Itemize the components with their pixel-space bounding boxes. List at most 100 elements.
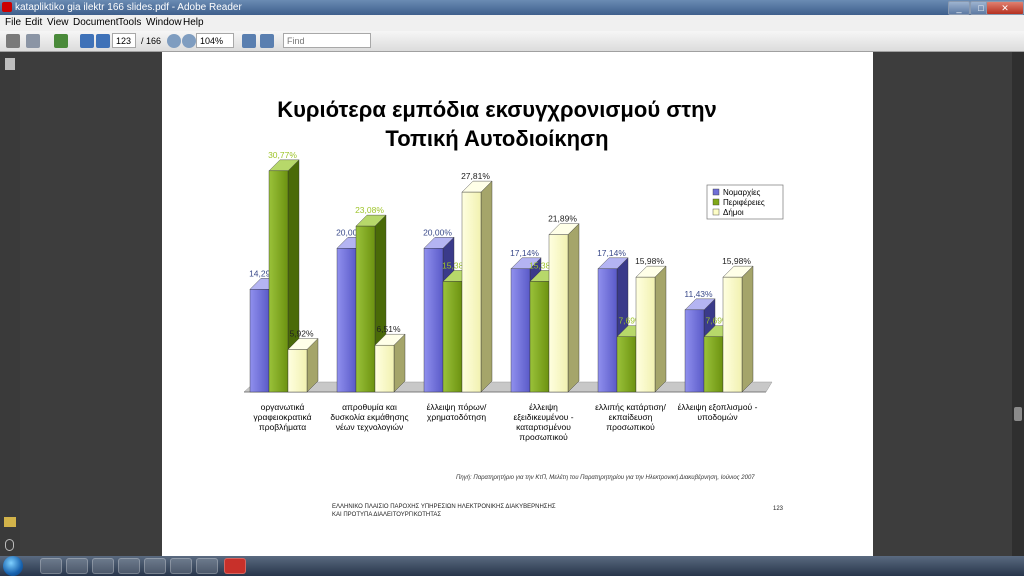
data-label-perifereies: 7,69%: [618, 316, 643, 326]
fit-page-icon[interactable]: [242, 34, 256, 48]
previous-page-icon[interactable]: [80, 34, 94, 48]
bar-perifereies: [616, 336, 637, 393]
bar-nomarchies: [249, 289, 270, 393]
data-label-dimoi: 27,81%: [461, 171, 490, 181]
data-label-perifereies: 15,38%: [529, 260, 558, 270]
legend-label-dimoi: Δήμοι: [723, 208, 744, 217]
bar-nomarchies: [684, 309, 705, 393]
bar-nomarchies: [336, 248, 357, 393]
category-label: γραφειοκρατικά: [253, 412, 311, 422]
attachments-icon[interactable]: [5, 539, 14, 551]
bar-chart: 14,29% 30,77% 5,92% οργανωτικάγραφειοκρατικ…: [243, 150, 773, 442]
page-number: 123: [773, 506, 784, 512]
email-icon[interactable]: [26, 34, 40, 48]
start-button[interactable]: [3, 556, 23, 576]
taskbar-app-icon[interactable]: [170, 558, 192, 574]
pdf-page: Κυριότερα εμπόδια εκσυγχρονισμού στην Το…: [162, 52, 873, 556]
bar-nomarchies: [510, 268, 531, 393]
bar-nomarchies: [597, 268, 618, 393]
fit-width-icon[interactable]: [260, 34, 274, 48]
bar-perifereies: [355, 225, 376, 393]
window-titlebar: katapliktiko gia ilektr 166 slides.pdf -…: [0, 0, 1024, 15]
bar-dimoi: [287, 349, 308, 393]
data-label-nomarchies: 14,29%: [249, 268, 278, 278]
menu-edit[interactable]: Edit: [25, 17, 43, 28]
navigation-panel: [0, 52, 20, 556]
close-icon[interactable]: ✕: [986, 1, 1024, 15]
menu-tools[interactable]: Tools: [118, 17, 142, 28]
category-label: δυσκολία εκμάθησης: [330, 412, 408, 422]
category-label: χρηματοδότηση: [427, 412, 486, 422]
legend-swatch-perifereies: [712, 198, 720, 206]
data-label-nomarchies: 20,00%: [336, 227, 365, 237]
comments-icon[interactable]: [4, 517, 16, 527]
page-number-input[interactable]: 123: [112, 33, 136, 48]
menu-view[interactable]: View: [47, 17, 69, 28]
category-label: υποδομών: [697, 412, 737, 422]
bar-side-dimoi: [567, 223, 580, 393]
category-label: οργανωτικά: [261, 402, 305, 412]
data-label-perifereies: 15,38%: [442, 260, 471, 270]
category-label: έλλειψη: [529, 402, 558, 412]
menu-help[interactable]: Help: [183, 17, 204, 28]
bar-side-dimoi: [741, 265, 754, 393]
taskbar-app-icon[interactable]: [92, 558, 114, 574]
bar-perifereies: [268, 170, 289, 393]
bar-dimoi: [548, 234, 569, 393]
taskbar-app-icon[interactable]: [144, 558, 166, 574]
footer-line-1: ΕΛΛΗΝΙΚΟ ΠΛΑΙΣΙΟ ΠΑΡΟΧΗΣ ΥΠΗΡΕΣΙΩΝ ΗΛΕΚΤ…: [332, 504, 556, 510]
bar-side-dimoi: [480, 180, 493, 393]
pages-panel-icon[interactable]: [5, 58, 15, 70]
window-title: katapliktiko gia ilektr 166 slides.pdf -…: [15, 2, 242, 13]
category-label: έλλειψη πόρων/: [427, 402, 487, 412]
bar-side-dimoi: [654, 265, 667, 393]
legend-label-perifereies: Περιφέρειες: [723, 198, 765, 207]
next-page-icon[interactable]: [96, 34, 110, 48]
taskbar-app-icon[interactable]: [66, 558, 88, 574]
category-label: εξειδικευμένου -: [513, 412, 573, 422]
slide-canvas: Κυριότερα εμπόδια εκσυγχρονισμού στην Το…: [243, 97, 784, 518]
data-label-nomarchies: 17,14%: [597, 248, 626, 258]
bar-dimoi: [461, 191, 482, 393]
taskbar-app-icon[interactable]: [40, 558, 62, 574]
minimize-icon[interactable]: _: [948, 1, 970, 15]
menu-document[interactable]: Document: [73, 17, 119, 28]
taskbar-adobe-reader-icon[interactable]: [224, 558, 246, 574]
vertical-scrollbar[interactable]: [1012, 52, 1024, 556]
category-label: απροθυμία και: [342, 402, 397, 412]
legend-label-nomarchies: Νομαρχίες: [723, 188, 761, 197]
category-label: εκπαίδευση: [609, 412, 653, 422]
bar-dimoi: [635, 276, 656, 393]
menu-file[interactable]: File: [5, 17, 22, 28]
scrollbar-thumb[interactable]: [1014, 407, 1022, 421]
data-label-dimoi: 15,98%: [722, 256, 751, 266]
footer-line-2: ΚΑΙ ΠΡΟΤΥΠΑ ΔΙΑΛΕΙΤΟΥΡΓΙΚΟΤΗΤΑΣ: [332, 512, 441, 518]
zoom-in-icon[interactable]: [182, 34, 196, 48]
slide-title-line-2: Τοπική Αυτοδιοίκηση: [385, 126, 608, 151]
zoom-field[interactable]: 104%: [196, 33, 234, 48]
taskbar-app-icon[interactable]: [196, 558, 218, 574]
taskbar-app-icon[interactable]: [118, 558, 140, 574]
bar-perifereies: [703, 336, 724, 393]
bar-perifereies: [442, 281, 463, 393]
bar-perifereies: [529, 281, 550, 393]
data-label-perifereies: 30,77%: [268, 150, 297, 160]
category-label: ελλιπής κατάρτιση/: [595, 402, 666, 412]
page-total: / 166: [141, 36, 162, 46]
menu-window[interactable]: Window: [146, 17, 182, 28]
menu-bar: File Edit View Document Tools Window Hel…: [0, 15, 1024, 32]
category-label: προσωπικού: [606, 422, 655, 432]
category-label: προσωπικού: [519, 432, 568, 442]
bar-dimoi: [722, 276, 743, 393]
zoom-out-icon[interactable]: [167, 34, 181, 48]
sign-icon[interactable]: [54, 34, 68, 48]
taskbar: [0, 556, 1024, 576]
legend-swatch-dimoi: [712, 208, 720, 216]
category-label: έλλειψη εξοπλισμού -: [678, 402, 758, 412]
find-input[interactable]: Find: [283, 33, 371, 48]
toolbar: 123 / 166 104% Find: [0, 31, 1024, 52]
data-label-dimoi: 5,92%: [289, 328, 314, 338]
data-label-dimoi: 15,98%: [635, 256, 664, 266]
print-icon[interactable]: [6, 34, 20, 48]
category-label: νέων τεχνολογιών: [336, 422, 404, 432]
